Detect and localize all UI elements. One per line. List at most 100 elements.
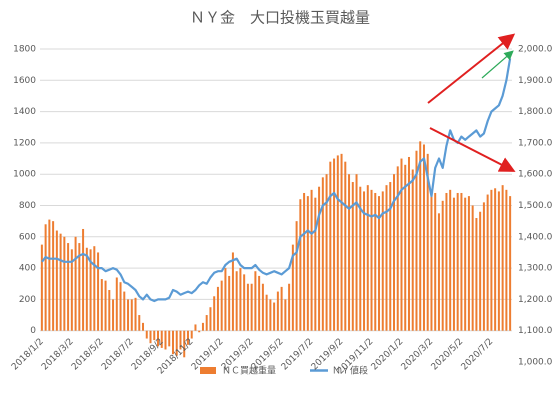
y2-tick-label: 1,900.0: [518, 76, 553, 86]
bar: [74, 236, 77, 331]
y-tick-label: 1800: [13, 45, 36, 55]
legend-label: ＮＹ値段: [332, 365, 368, 377]
bar: [318, 186, 321, 331]
y-tick-label: 1400: [13, 107, 36, 117]
bar: [295, 221, 298, 331]
bar: [325, 174, 328, 331]
legend-label: ＮＣ買越重量: [222, 365, 276, 377]
bar: [426, 153, 429, 331]
y2-tick-label: 1,800.0: [518, 107, 553, 117]
bar: [276, 291, 279, 331]
bar: [269, 299, 272, 331]
line: [41, 58, 512, 303]
bar: [168, 330, 171, 347]
bar: [422, 144, 425, 331]
bar: [82, 228, 85, 331]
y2-tick-label: 1,700.0: [518, 138, 553, 148]
bar: [149, 330, 152, 344]
bar: [209, 307, 212, 331]
bar: [407, 156, 410, 331]
bar: [284, 299, 287, 331]
trend-arrow: [427, 33, 516, 104]
bar: [265, 294, 268, 331]
bar: [314, 197, 317, 331]
bar: [475, 218, 478, 331]
bar: [235, 271, 238, 331]
bar: [434, 192, 437, 331]
bar: [130, 299, 133, 331]
bar: [138, 315, 141, 331]
bar: [228, 275, 231, 331]
bar: [329, 161, 332, 331]
bar: [142, 322, 145, 331]
bar: [231, 252, 234, 331]
bar: [153, 330, 156, 341]
y-tick-label: 400: [19, 264, 36, 274]
bar: [393, 174, 395, 331]
bar: [430, 189, 433, 331]
bar: [467, 196, 470, 331]
bar: [243, 274, 246, 331]
bar: [400, 158, 403, 331]
y2-tick-label: 1,300.0: [518, 264, 553, 274]
bar: [336, 155, 339, 331]
bar: [246, 283, 249, 331]
legend-swatch: [200, 367, 216, 374]
y-tick-label: 1600: [13, 76, 36, 86]
bar: [482, 202, 485, 331]
bar: [63, 236, 66, 331]
bar: [306, 196, 309, 331]
bar: [411, 169, 414, 331]
bar: [258, 275, 261, 331]
bar: [123, 291, 126, 331]
y-tick-label: 1200: [13, 138, 36, 148]
bar: [190, 330, 193, 339]
bar: [48, 219, 51, 331]
bar: [70, 249, 73, 331]
bar: [460, 192, 463, 331]
bar: [104, 280, 107, 331]
bar: [437, 213, 440, 331]
bar: [134, 297, 137, 331]
bar: [261, 283, 264, 331]
y-tick-label: 200: [19, 295, 36, 305]
bar: [445, 192, 448, 331]
x-tick-label: 2020/7/2: [460, 337, 496, 373]
bar: [127, 299, 130, 331]
bar: [115, 277, 118, 331]
y2-tick-label: 1,600.0: [518, 170, 553, 180]
bar: [291, 244, 294, 331]
y2-tick-label: 1,000.0: [518, 358, 553, 368]
bar: [254, 271, 257, 331]
bar: [239, 268, 242, 331]
y-tick-label: 800: [19, 201, 36, 211]
bar: [310, 189, 313, 331]
bar: [497, 191, 500, 331]
bar: [55, 230, 58, 331]
trend-arrow: [429, 127, 516, 172]
bar: [198, 330, 201, 333]
bar: [509, 196, 512, 331]
bar: [363, 191, 366, 331]
bar: [40, 244, 43, 331]
bar: [179, 330, 182, 350]
bar: [389, 182, 392, 331]
bar: [419, 141, 422, 331]
y2-tick-label: 1,200.0: [518, 295, 553, 305]
bar: [366, 185, 369, 331]
bar: [355, 174, 358, 331]
bar: [44, 224, 47, 331]
bar: [378, 196, 381, 331]
bar: [505, 189, 508, 331]
bar: [490, 189, 493, 331]
bar: [52, 221, 55, 331]
bar: [348, 174, 351, 331]
bar: [351, 182, 354, 331]
bar: [359, 186, 362, 331]
bar: [171, 330, 174, 355]
bar: [186, 330, 189, 345]
bar: [145, 330, 148, 339]
bar: [415, 150, 418, 331]
bar: [321, 177, 324, 331]
